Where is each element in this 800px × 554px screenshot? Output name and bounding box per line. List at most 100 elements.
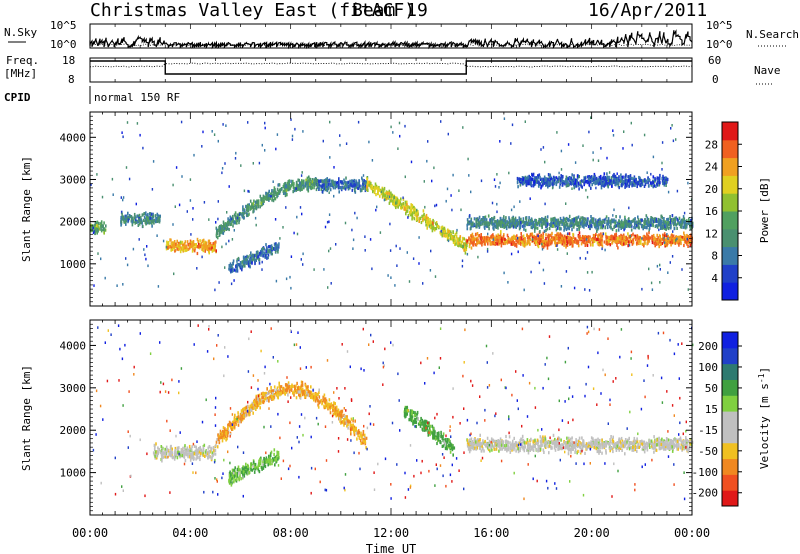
power-echo-cell <box>159 218 161 222</box>
power-echo-cell <box>633 226 635 230</box>
power-echo-cell <box>240 265 242 269</box>
power-echo-cell <box>245 207 248 211</box>
power-echo-cell <box>510 219 512 223</box>
power-echo-cell <box>149 213 151 218</box>
power-echo-cell <box>250 207 252 211</box>
power-echo-cell <box>236 221 238 225</box>
power-echo-cell <box>323 179 325 183</box>
power-echo-cell <box>228 239 230 243</box>
power-echo-cell <box>519 221 522 225</box>
power-echo-cell <box>235 151 237 155</box>
power-echo-cell <box>172 223 174 226</box>
power-echo-cell <box>201 247 203 251</box>
power-echo-cell <box>658 245 660 249</box>
power-echo-cell <box>370 181 372 185</box>
power-echo-cell <box>533 223 535 227</box>
power-echo-cell <box>535 226 537 230</box>
power-echo-cell <box>278 242 280 246</box>
power-echo-cell <box>635 220 638 224</box>
power-echo-cell <box>214 240 217 244</box>
power-echo-cell <box>323 181 325 185</box>
power-echo-cell <box>598 243 601 247</box>
power-echo-cell <box>528 235 531 239</box>
power-echo-cell <box>536 221 539 226</box>
power-echo-cell <box>410 160 413 164</box>
power-echo-cell <box>177 241 180 245</box>
power-echo-cell <box>541 247 544 251</box>
power-echo-cell <box>253 199 255 203</box>
power-echo-cell <box>600 232 602 236</box>
power-echo-cell <box>137 223 140 227</box>
power-echo-cell <box>567 238 570 242</box>
power-echo-cell <box>628 222 630 226</box>
power-echo-cell <box>367 180 369 184</box>
power-echo-cell <box>579 180 582 184</box>
power-echo-cell <box>556 248 559 251</box>
power-echo-cell <box>627 175 629 179</box>
power-echo-cell <box>178 203 181 207</box>
power-echo-cell <box>650 223 653 227</box>
power-echo-cell <box>241 260 243 264</box>
power-echo-cell <box>403 206 406 210</box>
power-echo-cell <box>322 139 324 143</box>
power-echo-cell <box>284 191 287 195</box>
power-echo-cell <box>463 245 466 249</box>
power-echo-cell <box>590 242 592 246</box>
power-echo-cell <box>490 221 493 225</box>
power-echo-cell <box>686 233 688 238</box>
power-echo-cell <box>683 243 685 248</box>
power-echo-cell <box>265 249 267 253</box>
power-echo-cell <box>561 222 563 226</box>
power-echo-cell <box>296 187 299 191</box>
power-echo-cell <box>343 185 346 189</box>
power-echo-cell <box>675 235 677 239</box>
power-echo-cell <box>598 178 600 182</box>
power-echo-cell <box>368 183 370 187</box>
power-echo-cell <box>535 176 538 180</box>
power-echo-cell <box>276 187 279 191</box>
power-echo-cell <box>473 222 476 226</box>
power-echo-cell <box>269 244 271 249</box>
power-echo-cell <box>435 222 437 226</box>
power-echo-cell <box>527 175 529 179</box>
power-echo-cell <box>667 190 670 194</box>
plot-title: Christmas Valley East (fitACF) <box>90 0 415 21</box>
power-echo-cell <box>579 256 581 260</box>
power-echo-cell <box>627 232 629 236</box>
power-echo-cell <box>491 201 494 205</box>
power-echo-cell <box>142 146 144 150</box>
power-echo-cell <box>484 222 487 226</box>
power-echo-cell <box>126 263 129 267</box>
power-echo-cell <box>334 182 337 186</box>
power-echo-cell <box>347 184 350 188</box>
power-echo-cell <box>149 212 152 216</box>
power-echo-cell <box>607 217 610 221</box>
power-echo-cell <box>124 216 127 220</box>
power-echo-cell <box>381 188 384 192</box>
power-echo-cell <box>673 221 676 226</box>
power-echo-cell <box>562 182 564 186</box>
power-echo-cell <box>238 221 240 225</box>
power-echo-cell <box>310 182 312 186</box>
power-echo-cell <box>199 239 201 243</box>
power-echo-cell <box>683 231 685 235</box>
power-echo-cell <box>116 284 118 287</box>
power-echo-cell <box>585 188 587 192</box>
power-echo-cell <box>519 225 522 230</box>
power-echo-cell <box>584 180 587 184</box>
power-echo-cell <box>330 282 332 285</box>
power-echo-cell <box>683 237 686 241</box>
power-echo-cell <box>327 178 329 182</box>
power-echo-cell <box>658 241 661 245</box>
power-echo-cell <box>329 120 331 124</box>
power-echo-cell <box>546 241 548 245</box>
power-echo-cell <box>326 177 328 181</box>
power-echo-cell <box>630 240 632 244</box>
power-echo-cell <box>562 219 565 223</box>
power-echo-cell <box>588 226 591 230</box>
power-echo-cell <box>549 234 551 238</box>
power-echo-cell <box>544 239 546 243</box>
power-echo-cell <box>551 186 554 190</box>
power-echo-cell <box>378 188 380 192</box>
power-echo-cell <box>602 175 605 179</box>
